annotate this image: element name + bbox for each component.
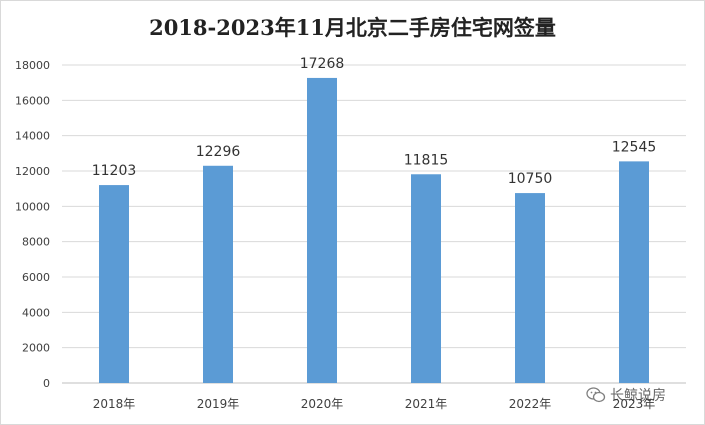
watermark-text: 长鲸说房 (610, 388, 666, 404)
y-tick-label: 4000 (22, 306, 50, 319)
x-tick-label: 2021年 (405, 397, 448, 411)
x-tick-label: 2019年 (197, 397, 240, 411)
bar (307, 77, 337, 383)
bar (99, 185, 129, 383)
data-label: 11203 (92, 163, 137, 179)
wechat-icon (586, 387, 606, 403)
chart-title: 2018-2023年11月北京二手房住宅网签量 (149, 15, 556, 40)
y-tick-label: 14000 (15, 130, 50, 143)
y-tick-label: 6000 (22, 271, 50, 284)
data-label: 17268 (300, 56, 345, 72)
bar (203, 165, 233, 383)
y-tick-label: 12000 (15, 165, 50, 178)
data-label: 12545 (612, 139, 657, 155)
bar (515, 193, 545, 383)
bar (411, 174, 441, 383)
x-tick-label: 2020年 (301, 397, 344, 411)
x-tick-label: 2018年 (93, 397, 136, 411)
y-tick-label: 2000 (22, 342, 50, 355)
bar (619, 161, 649, 383)
x-tick-label: 2022年 (509, 397, 552, 411)
y-tick-label: 10000 (15, 200, 50, 213)
data-label: 10750 (508, 171, 553, 187)
y-tick-label: 0 (43, 377, 50, 390)
y-tick-label: 8000 (22, 236, 50, 249)
x-tick-label: 2023年 (613, 397, 656, 411)
y-tick-label: 18000 (15, 59, 50, 72)
y-tick-label: 16000 (15, 94, 50, 107)
watermark: 长鲸说房 (586, 385, 666, 405)
data-label: 11815 (404, 152, 449, 168)
data-label: 12296 (196, 144, 241, 160)
